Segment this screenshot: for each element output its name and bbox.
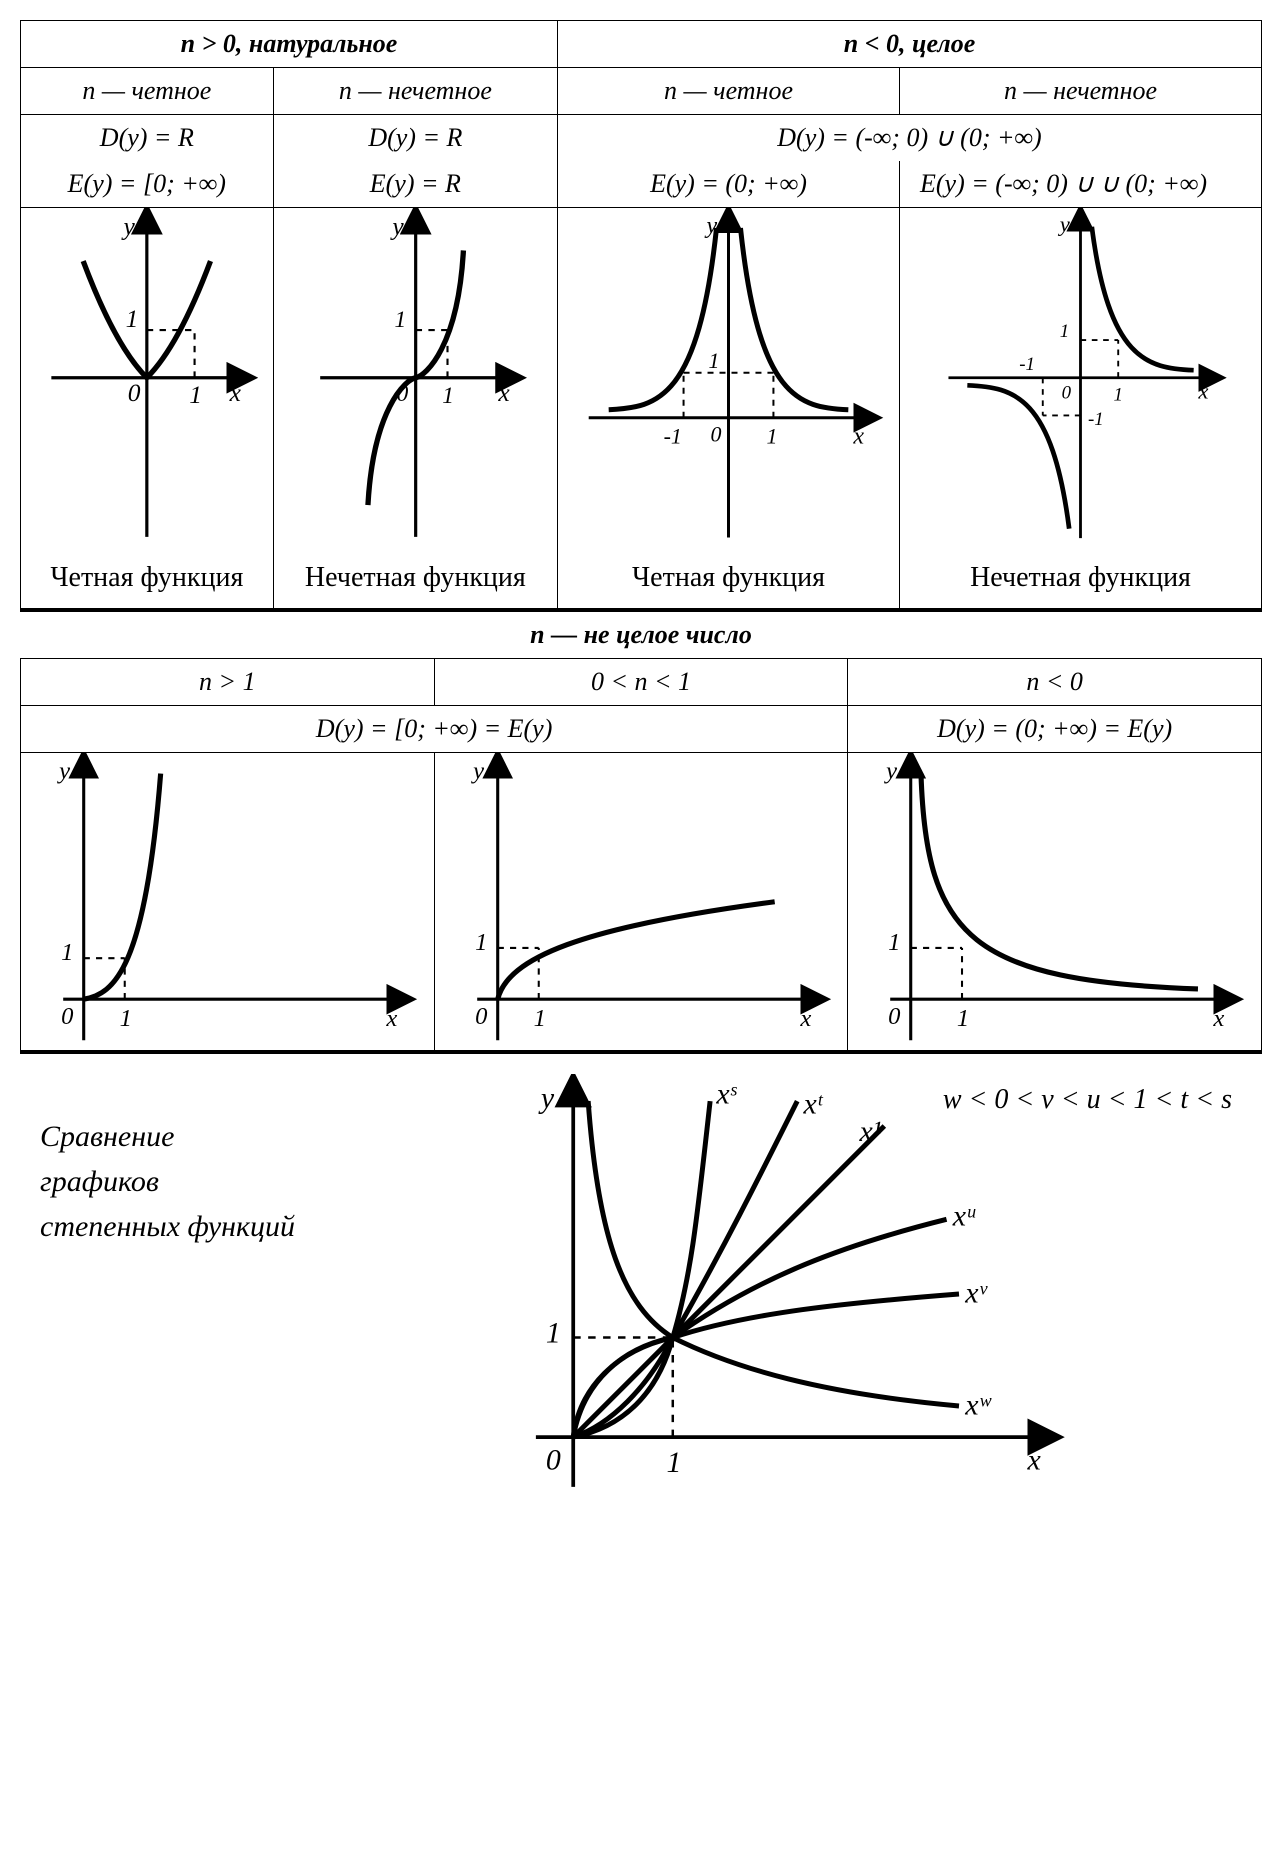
top-table: n > 0, натуральное n < 0, целое n — четн…: [20, 20, 1262, 612]
sub-even-2: n — четное: [558, 68, 900, 115]
sub-odd-1: n — нечетное: [273, 68, 557, 115]
domain-c34: D(y) = (-∞; 0) ∪ (0; +∞): [558, 115, 1262, 162]
svg-text:1: 1: [533, 1004, 545, 1031]
svg-text:0: 0: [546, 1443, 561, 1476]
svg-text:1: 1: [888, 928, 900, 955]
svg-text:x: x: [1197, 378, 1208, 403]
mid-h3: n < 0: [848, 658, 1262, 705]
mid-table: n — не целое число n > 1 0 < n < 1 n < 0…: [20, 612, 1262, 1055]
svg-text:y: y: [538, 1081, 555, 1114]
svg-text:xᵘ: xᵘ: [952, 1200, 976, 1233]
svg-text:x: x: [497, 378, 510, 407]
mid-d12: D(y) = [0; +∞) = E(y): [21, 705, 848, 752]
comparison-label: Сравнение графиков степенных функций: [20, 1074, 320, 1289]
svg-text:1: 1: [957, 1004, 969, 1031]
svg-text:1: 1: [709, 348, 720, 373]
svg-text:1: 1: [475, 928, 487, 955]
svg-text:1: 1: [766, 424, 777, 449]
range-c4: E(y) = (-∞; 0) ∪ ∪ (0; +∞): [900, 161, 1262, 208]
svg-text:-1: -1: [664, 424, 682, 449]
graph-2-cell: 0 1 1 x y: [273, 208, 557, 548]
svg-text:-1: -1: [1019, 354, 1035, 375]
graph-power-gt1: 0 1 1 x y: [21, 753, 434, 1051]
domain-c2: D(y) = R: [273, 115, 557, 162]
graph-5-cell: 0 1 1 x y: [21, 752, 435, 1052]
svg-text:x¹: x¹: [858, 1115, 881, 1148]
svg-text:0: 0: [61, 1002, 73, 1029]
svg-text:0: 0: [128, 378, 141, 407]
svg-text:xʷ: xʷ: [964, 1389, 992, 1422]
graph-4-cell: 0 1 -1 1 -1 x y: [900, 208, 1262, 548]
svg-text:x: x: [852, 424, 864, 450]
label-odd-1: Нечетная функция: [273, 548, 557, 610]
svg-text:1: 1: [546, 1317, 561, 1350]
domain-c1: D(y) = R: [21, 115, 274, 162]
mid-d3: D(y) = (0; +∞) = E(y): [848, 705, 1262, 752]
graph-3-cell: 0 1 -1 1 x y: [558, 208, 900, 548]
svg-text:0: 0: [888, 1002, 900, 1029]
svg-text:1: 1: [1060, 321, 1069, 342]
svg-text:0: 0: [711, 422, 722, 447]
comparison-graph: xˢ xᵗ x¹ xᵘ xᵛ xʷ 0 1 1 x y: [511, 1074, 1071, 1514]
svg-text:xˢ: xˢ: [715, 1078, 737, 1111]
svg-text:0: 0: [1062, 382, 1072, 403]
svg-text:1: 1: [394, 307, 406, 333]
svg-text:0: 0: [396, 381, 408, 407]
svg-text:y: y: [389, 212, 404, 241]
sub-odd-2: n — нечетное: [900, 68, 1262, 115]
svg-text:1: 1: [120, 1004, 132, 1031]
label-even-1: Четная функция: [21, 548, 274, 610]
svg-text:1: 1: [126, 304, 139, 333]
mid-h1: n > 1: [21, 658, 435, 705]
graph-even-hyperbola: 0 1 -1 1 x y: [558, 208, 899, 548]
svg-text:xᵛ: xᵛ: [964, 1277, 988, 1310]
svg-text:xᵗ: xᵗ: [802, 1088, 823, 1121]
svg-text:x: x: [1213, 1004, 1225, 1031]
svg-text:y: y: [470, 757, 484, 784]
svg-text:0: 0: [475, 1002, 487, 1029]
header-pos: n > 0, натуральное: [21, 21, 558, 68]
svg-text:x: x: [799, 1004, 811, 1031]
svg-text:y: y: [1058, 212, 1071, 237]
svg-text:-1: -1: [1088, 409, 1104, 430]
svg-text:1: 1: [442, 383, 454, 409]
graph-neg-power: 0 1 1 x y: [848, 753, 1261, 1051]
comparison-section: w < 0 < v < u < 1 < t < s Сравнение граф…: [20, 1074, 1262, 1514]
range-c2: E(y) = R: [273, 161, 557, 208]
label-even-2: Четная функция: [558, 548, 900, 610]
graph-odd-hyperbola: 0 1 -1 1 -1 x y: [900, 208, 1261, 548]
svg-text:x: x: [1026, 1443, 1041, 1476]
svg-text:y: y: [120, 212, 135, 241]
svg-text:x: x: [229, 378, 242, 407]
svg-text:y: y: [56, 757, 70, 784]
graph-6-cell: 0 1 1 x y: [434, 752, 848, 1052]
graph-root: 0 1 1 x y: [435, 753, 848, 1051]
inequality-text: w < 0 < v < u < 1 < t < s: [943, 1084, 1232, 1116]
graph-parabola: 0 1 1 x y: [21, 208, 273, 548]
sub-even-1: n — четное: [21, 68, 274, 115]
mid-header: n — не целое число: [21, 612, 1262, 659]
svg-text:1: 1: [1114, 384, 1123, 405]
header-neg: n < 0, целое: [558, 21, 1262, 68]
svg-text:x: x: [385, 1004, 397, 1031]
graph-7-cell: 0 1 1 x y: [848, 752, 1262, 1052]
graph-1-cell: 0 1 1 x y: [21, 208, 274, 548]
graph-cubic: 0 1 1 x y: [274, 208, 557, 548]
svg-text:1: 1: [667, 1446, 682, 1479]
range-c1: E(y) = [0; +∞): [21, 161, 274, 208]
mid-h2: 0 < n < 1: [434, 658, 848, 705]
range-c3: E(y) = (0; +∞): [558, 161, 900, 208]
svg-text:y: y: [705, 213, 718, 239]
svg-text:1: 1: [189, 380, 202, 409]
label-odd-2: Нечетная функция: [900, 548, 1262, 610]
svg-text:y: y: [883, 757, 897, 784]
svg-text:1: 1: [61, 939, 73, 966]
